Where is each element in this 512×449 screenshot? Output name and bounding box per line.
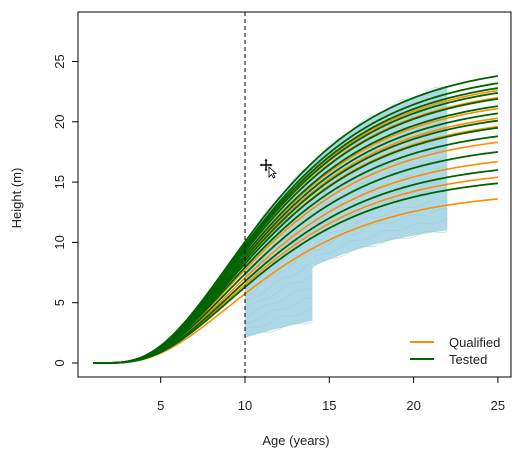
x-tick-label: 10: [238, 398, 252, 413]
y-tick-label: 15: [52, 175, 67, 189]
x-tick-label: 15: [322, 398, 336, 413]
x-tick-label: 25: [491, 398, 505, 413]
tested-curve: [93, 151, 499, 364]
legend-label-qualified: Qualified: [449, 335, 500, 350]
x-axis: 5 10 15 20 25 Age (years): [157, 376, 505, 448]
y-tick-label: 5: [52, 299, 67, 306]
y-tick-label: 25: [52, 54, 67, 68]
y-tick-label: 10: [52, 235, 67, 249]
observed-trace: [244, 252, 313, 298]
observed-trace: [312, 208, 448, 252]
observed-trace: [244, 275, 313, 311]
observed-trace: [244, 261, 313, 302]
x-tick-label: 5: [157, 398, 164, 413]
x-tick-label: 20: [406, 398, 420, 413]
observed-trace: [312, 231, 448, 268]
y-tick-label: 20: [52, 115, 67, 129]
observed-trace: [244, 321, 313, 339]
y-tick-label: 0: [52, 359, 67, 366]
observed-trace: [244, 307, 313, 330]
legend-label-tested: Tested: [449, 352, 487, 367]
observed-trace: [244, 288, 313, 319]
move-cursor-icon: [258, 157, 278, 179]
observed-trace: [312, 199, 448, 247]
y-axis: 0 5 10 15 20 25 Height (m): [9, 54, 79, 367]
legend: Qualified Tested: [410, 335, 500, 367]
y-axis-title: Height (m): [9, 168, 24, 229]
x-axis-title: Age (years): [262, 433, 329, 448]
growth-curves: [93, 75, 499, 364]
observed-band-segment: [312, 85, 448, 267]
observed-trace: [244, 297, 313, 324]
tested-curve: [93, 182, 498, 364]
observed-trace: [312, 218, 448, 258]
